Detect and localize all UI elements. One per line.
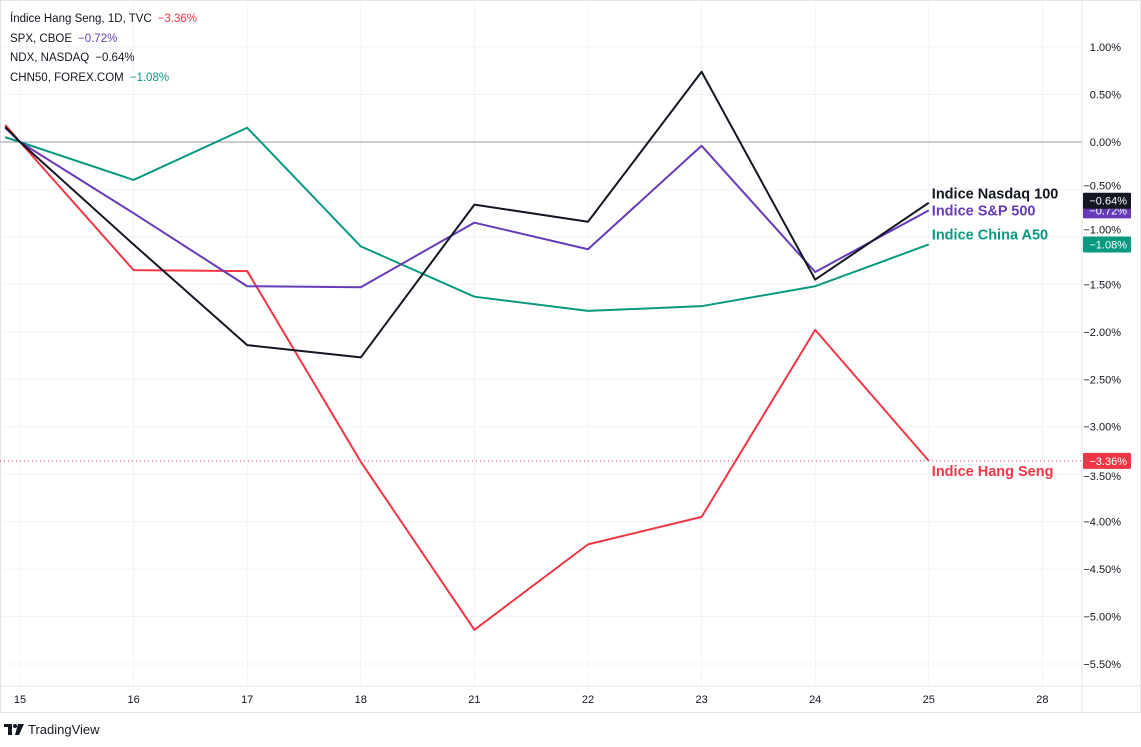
last-value-label: −3.36% [1089,456,1127,468]
y-tick-label: −4.50% [1083,564,1121,576]
x-tick-label: 24 [809,694,821,706]
y-tick-label: −5.00% [1083,612,1121,624]
x-tick-label: 15 [14,694,26,706]
last-value-tag [1083,236,1131,253]
x-tick-label: 25 [923,694,935,706]
legend-item-spx[interactable]: SPX, CBOE −0.72% [10,30,197,50]
y-tick-label: −3.50% [1083,471,1121,483]
x-tick-label: 17 [241,694,253,706]
legend-value: −0.72% [78,32,118,45]
y-tick-label: −1.50% [1083,279,1121,291]
legend-item-chn50[interactable]: CHN50, FOREX.COM −1.08% [10,69,197,89]
brand-name: TradingView [28,722,100,737]
legend-label: NDX, NASDAQ [10,52,90,64]
legend-label: CHN50, FOREX.COM [10,71,124,84]
x-tick-label: 22 [582,694,594,706]
legend-item-ndx[interactable]: NDX, NASDAQ −0.64% [10,49,197,69]
grid [0,0,1141,713]
series-line-indice-s-p-500[interactable] [4,127,930,289]
axes[interactable]: 15 16 17 18 21 22 23 24 25 28 1.00% 0.50% 0.00% −0.50… [14,42,1131,706]
y-tick-label: −3.00% [1083,422,1121,434]
legend-label: Índice Hang Seng, 1D, TVC [10,13,152,25]
legend: Índice Hang Seng, 1D, TVC −3.36% SPX, CBO… [10,10,197,88]
series-lines [4,70,930,631]
series-name-label: Indice S&P 500 [932,203,1036,219]
x-tick-label: 16 [127,694,139,706]
last-value-label: −0.64% [1089,196,1127,208]
y-tick-label: −2.00% [1083,327,1121,339]
series-line-indice-nasdaq-100[interactable] [4,70,930,359]
legend-value: −0.64% [95,52,135,64]
chart-frame [0,0,1141,713]
tradingview-logo[interactable]: TradingView [4,722,100,737]
last-value-label: −1.08% [1089,239,1127,251]
y-tick-label: 1.00% [1090,42,1121,54]
legend-value: −3.36% [157,13,198,25]
y-tick-label: −0.50% [1083,181,1121,193]
x-tick-label: 28 [1036,694,1048,706]
x-tick-label: 21 [468,694,480,706]
series-name-label: Indice Hang Seng [932,464,1054,480]
x-tick-label: 18 [355,694,367,706]
last-value-tag [1083,192,1131,209]
series-line-indice-china-a50[interactable] [4,126,930,312]
series-name-label: Indice China A50 [932,227,1048,243]
last-value-tag [1083,452,1131,469]
y-tick-label: 0.00% [1090,137,1121,149]
y-tick-label: 0.50% [1090,90,1121,102]
tradingview-logo-icon [4,724,24,735]
legend-item-hang-seng[interactable]: Índice Hang Seng, 1D, TVC −3.36% [10,10,197,30]
series-name-label: Indice Nasdaq 100 [932,187,1059,203]
y-tick-label: −4.00% [1083,517,1121,529]
series-labels: Indice Hang Seng Indice China A50 Indice S… [932,187,1059,480]
legend-label: SPX, CBOE [10,32,72,45]
y-tick-label: −5.50% [1083,659,1121,671]
x-tick-label: 23 [695,694,707,706]
legend-value: −1.08% [129,71,170,84]
y-tick-label: −2.50% [1083,374,1121,386]
y-tick-label: −1.00% [1083,224,1121,236]
series-line-indice-hang-seng[interactable] [4,124,930,631]
